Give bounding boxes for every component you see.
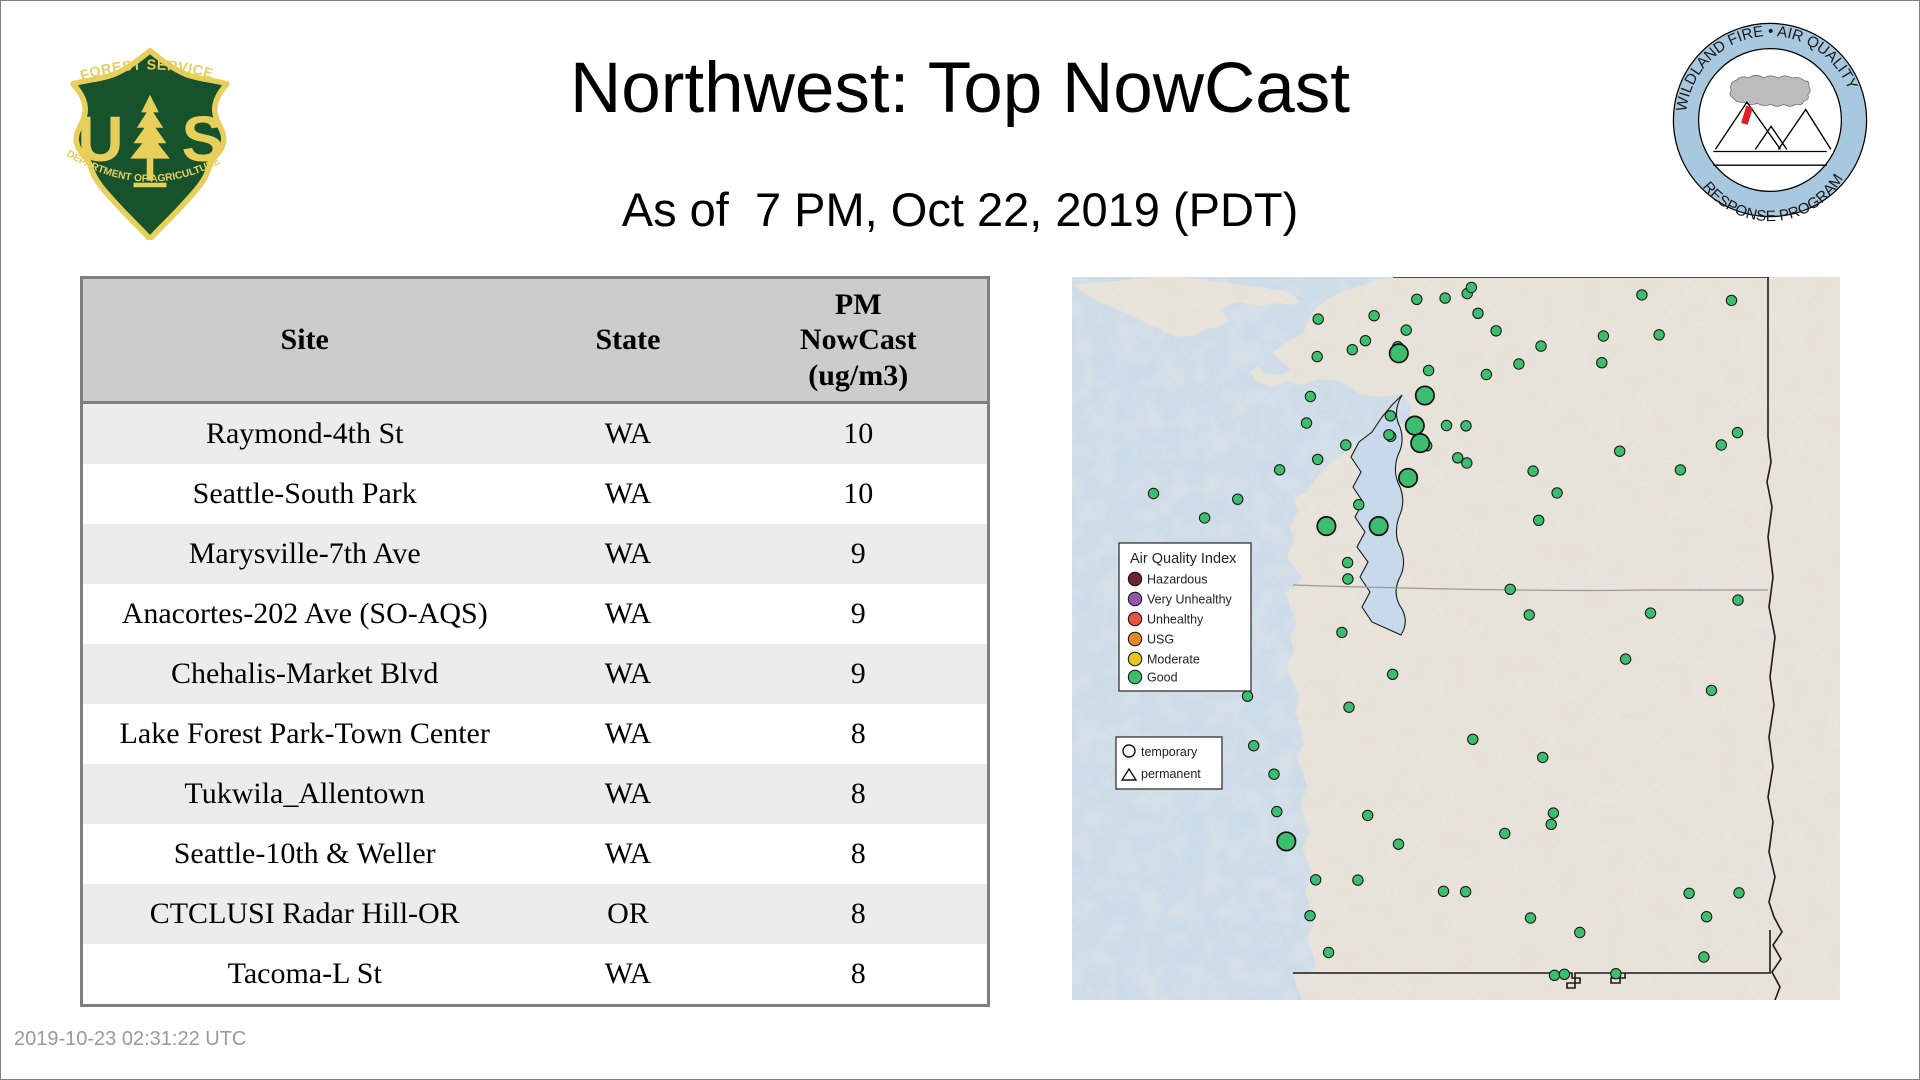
svg-text:temporary: temporary <box>1141 745 1198 759</box>
svg-text:Good: Good <box>1147 671 1178 685</box>
svg-text:Unhealthy: Unhealthy <box>1147 613 1204 627</box>
svg-text:USG: USG <box>1147 633 1174 647</box>
svg-text:permanent: permanent <box>1141 767 1201 781</box>
svg-text:Very Unhealthy: Very Unhealthy <box>1147 593 1233 607</box>
svg-text:Hazardous: Hazardous <box>1147 573 1207 587</box>
svg-text:Moderate: Moderate <box>1147 653 1200 667</box>
svg-text:Air Quality Index: Air Quality Index <box>1130 551 1237 567</box>
